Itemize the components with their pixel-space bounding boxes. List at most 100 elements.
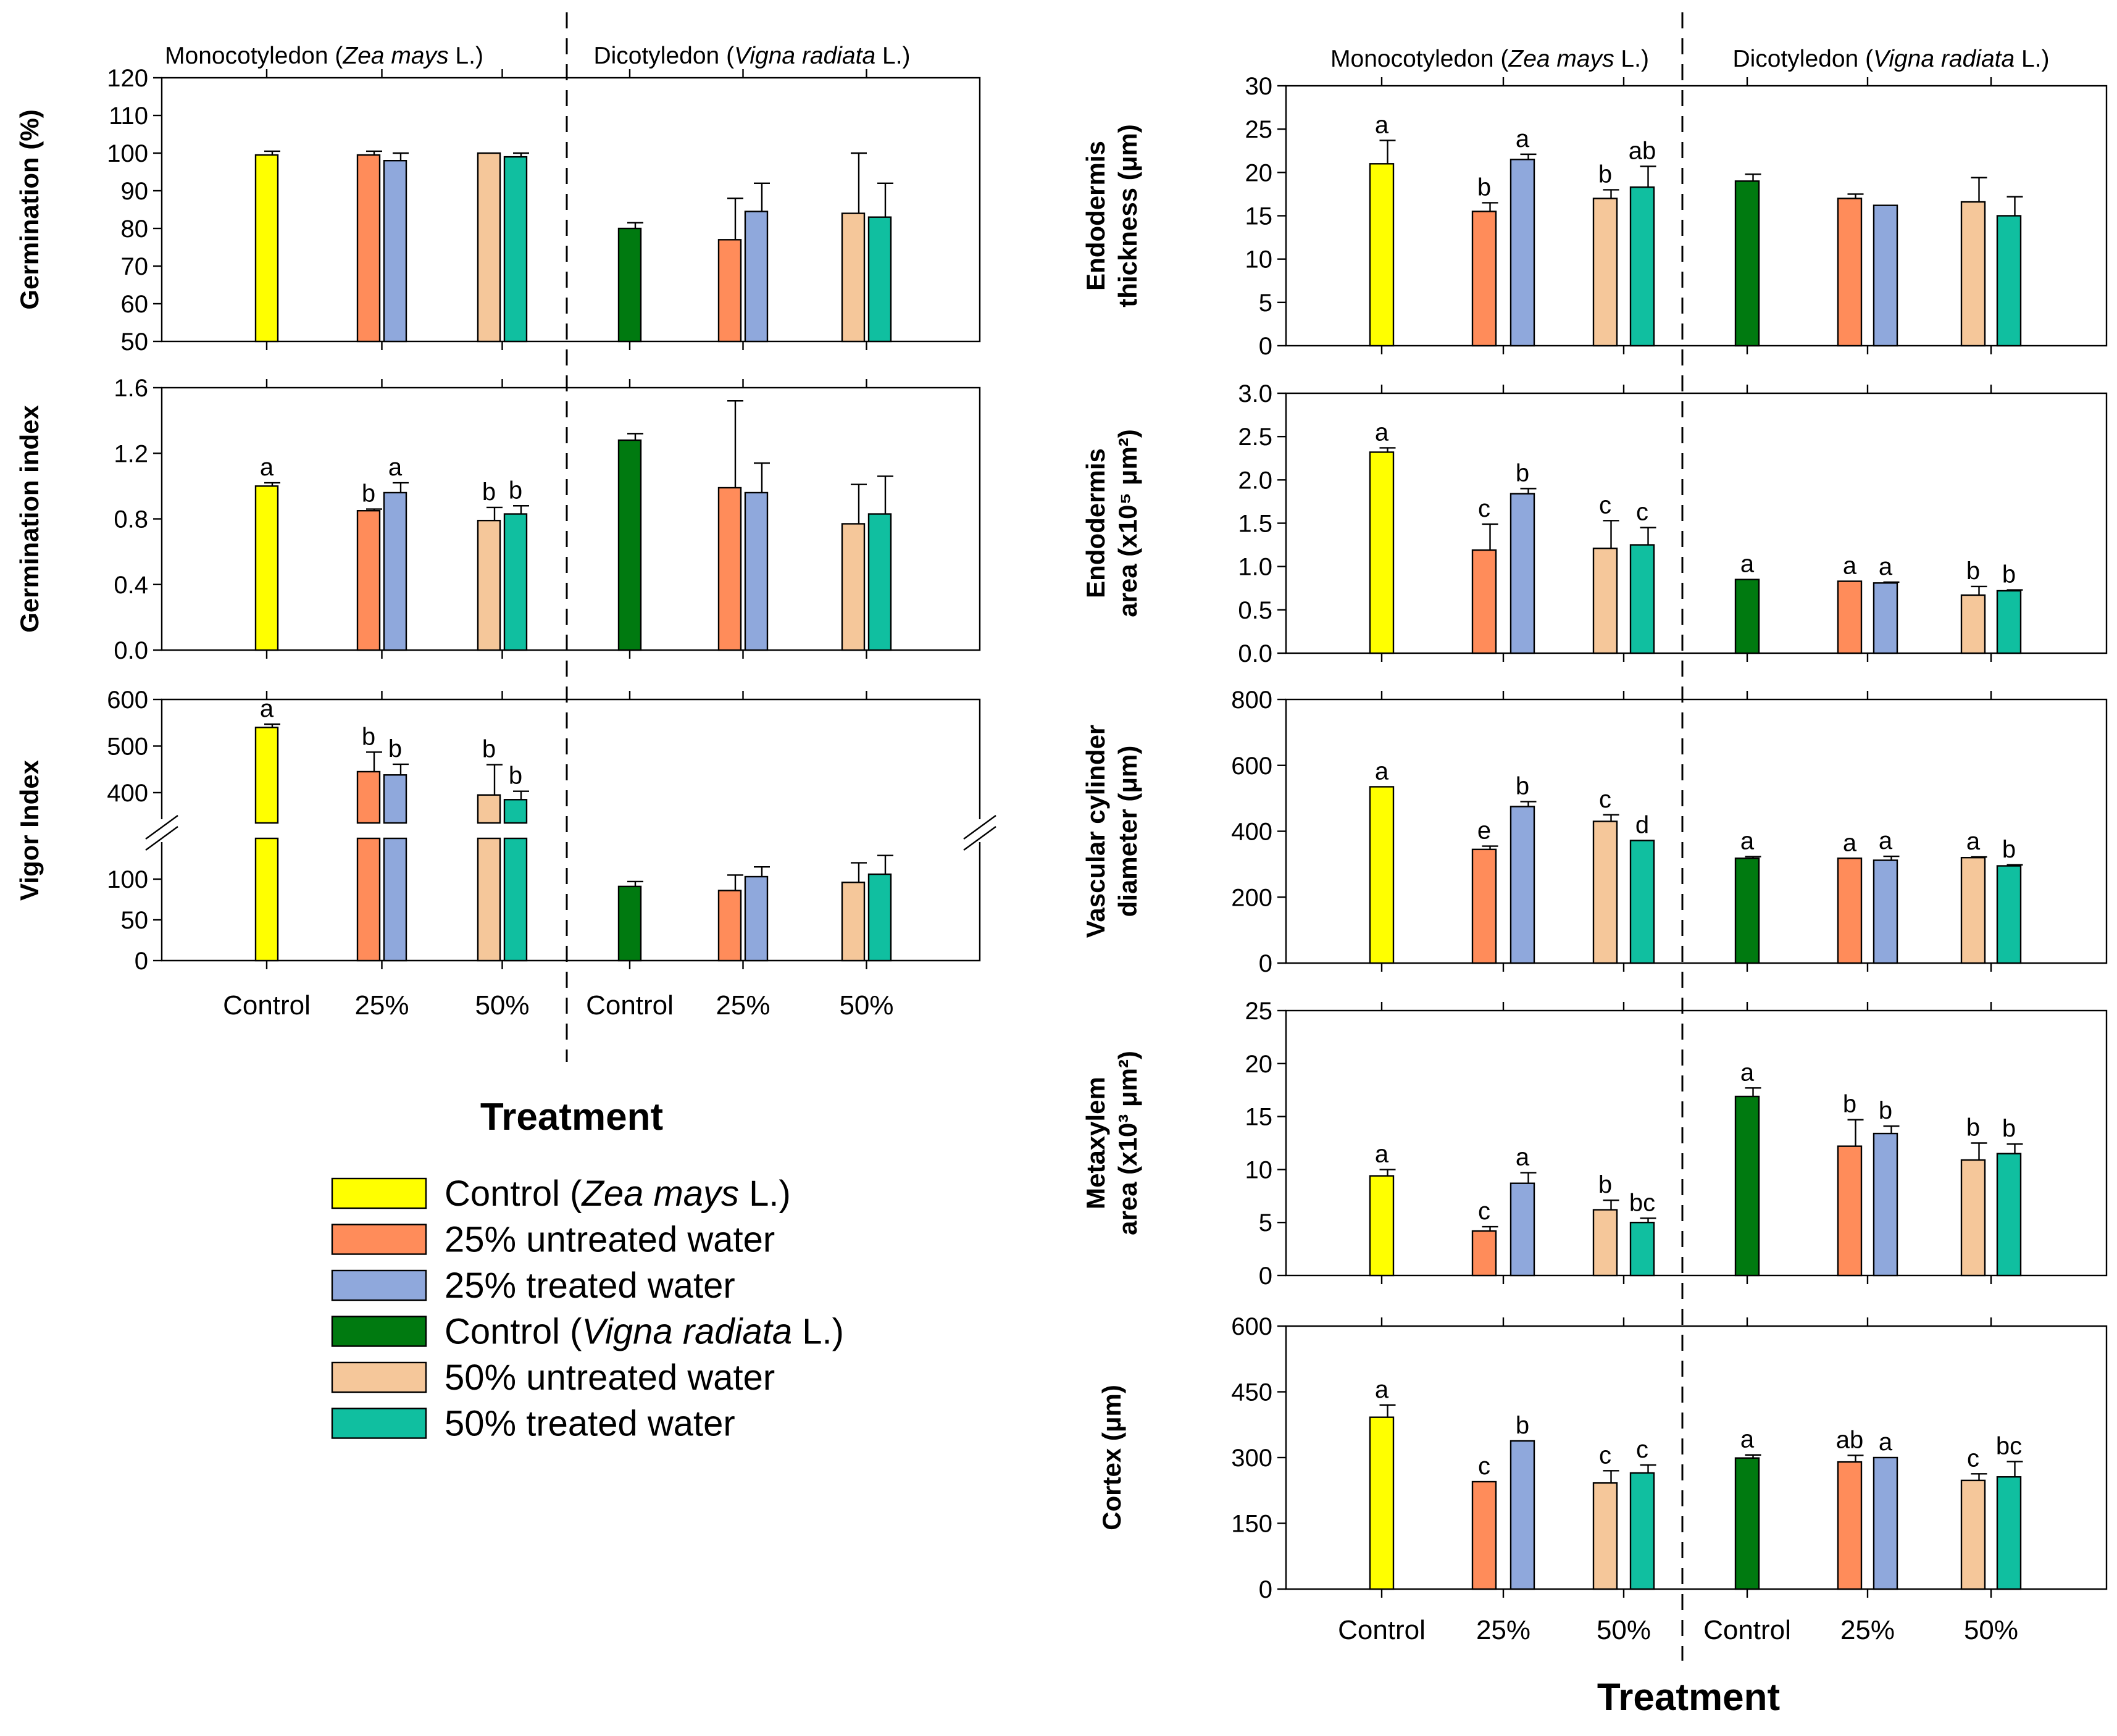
y-tick-label: 20	[1245, 1051, 1273, 1078]
bar	[1960, 1479, 1986, 1590]
legend-swatch	[331, 1269, 427, 1301]
significance-label: ab	[1629, 138, 1656, 165]
significance-label: c	[1478, 1198, 1490, 1225]
bar	[1734, 1457, 1760, 1590]
bar	[503, 513, 528, 651]
y-tick-label: 120	[107, 65, 148, 92]
significance-label: b	[2002, 836, 2016, 863]
bar	[744, 211, 769, 343]
bar	[1960, 856, 1986, 964]
bar	[1369, 451, 1395, 654]
legend-item: 25% treated water	[331, 1266, 735, 1306]
y-tick-label: 10	[1245, 246, 1273, 273]
x-tick-label: 50%	[1597, 1615, 1651, 1645]
significance-label: b	[1477, 173, 1491, 201]
bar	[1369, 1175, 1395, 1277]
y-tick-label: 15	[1245, 203, 1273, 230]
significance-label: b	[1516, 1412, 1529, 1439]
significance-label: a	[1843, 829, 1857, 856]
y-tick-label: 1.6	[114, 375, 148, 402]
significance-label: b	[509, 762, 522, 790]
significance-label: b	[1516, 772, 1529, 799]
bar	[254, 485, 279, 651]
bar	[254, 154, 279, 343]
bar	[1837, 198, 1863, 347]
left-x-axis: Control 25% 50% Control 25% 50%	[223, 990, 893, 1020]
bar	[744, 491, 769, 651]
y-tick-label: 5	[1259, 290, 1272, 317]
y-tick-label: 1.2	[114, 440, 148, 467]
bar	[1509, 159, 1535, 347]
bar	[503, 156, 528, 343]
bar	[1996, 865, 2022, 964]
x-tick-label: Control	[1703, 1615, 1791, 1645]
y-axis-label: Endodermis thickness (μm)	[1081, 124, 1142, 307]
y-tick-label: 600	[1231, 1313, 1272, 1340]
y-axis-label: Cortex (μm)	[1097, 1385, 1126, 1530]
significance-label: b	[1966, 557, 1980, 585]
bar	[1629, 186, 1655, 347]
y-tick-label: 1.0	[1238, 554, 1272, 581]
legend-item: 25% untreated water	[331, 1220, 775, 1260]
significance-label: a	[388, 454, 403, 481]
bar	[1471, 1230, 1497, 1277]
bar	[841, 523, 866, 651]
y-tick-label: 0	[1259, 333, 1272, 360]
bar	[744, 875, 769, 962]
bar	[1734, 578, 1760, 654]
significance-label: c	[1967, 1445, 1979, 1472]
significance-label: a	[1879, 827, 1893, 854]
legend-label: Control (Zea mays L.)	[445, 1174, 791, 1214]
y-tick-label: 0	[135, 948, 148, 975]
significance-label: b	[388, 735, 402, 762]
significance-label: c	[1599, 1442, 1611, 1469]
legend-label: 25% treated water	[445, 1266, 735, 1306]
significance-label: a	[1516, 125, 1530, 152]
y-tick-label: 80	[121, 215, 149, 243]
bar-lower-segment	[254, 837, 279, 962]
legend-swatch	[331, 1316, 427, 1347]
y-tick-label: 3.0	[1238, 380, 1272, 407]
y-tick-label: 2.5	[1238, 424, 1272, 451]
significance-label: bc	[1629, 1189, 1655, 1216]
x-tick-label: 25%	[354, 990, 409, 1020]
axis-break-mark	[145, 815, 178, 840]
significance-label: b	[1516, 459, 1529, 486]
significance-label: b	[482, 736, 496, 763]
bar	[867, 513, 892, 651]
y-tick-label: 2.0	[1238, 467, 1272, 494]
bar	[1509, 1182, 1535, 1277]
y-tick-label: 25	[1245, 998, 1273, 1025]
y-tick-label: 0.5	[1238, 597, 1272, 624]
bar	[717, 239, 742, 343]
bar	[867, 216, 892, 343]
x-tick-label: Control	[1338, 1615, 1426, 1645]
bar	[841, 882, 866, 962]
bar	[1996, 1476, 2022, 1590]
y-tick-label: 0	[1259, 1262, 1272, 1290]
x-tick-label: 25%	[1476, 1615, 1530, 1645]
y-tick-label: 90	[121, 178, 149, 205]
bar	[1960, 201, 1986, 347]
y-tick-label: 110	[109, 102, 148, 130]
bar	[1629, 1472, 1655, 1590]
y-tick-label: 50	[121, 907, 149, 934]
plot-frame	[1285, 1009, 2108, 1277]
legend-item: Control (Vigna radiata L.)	[331, 1312, 844, 1352]
significance-label: b	[1598, 161, 1612, 188]
y-tick-label: 0	[1259, 1576, 1272, 1603]
bar	[477, 152, 501, 343]
bar	[477, 794, 501, 824]
bar	[1592, 820, 1618, 964]
bar	[1996, 215, 2022, 347]
y-tick-label: 15	[1245, 1104, 1273, 1131]
bar	[1960, 594, 1986, 654]
legend-item: Control (Zea mays L.)	[331, 1174, 791, 1214]
y-axis-label: Endodermis area (x10⁵ μm²)	[1081, 429, 1142, 617]
